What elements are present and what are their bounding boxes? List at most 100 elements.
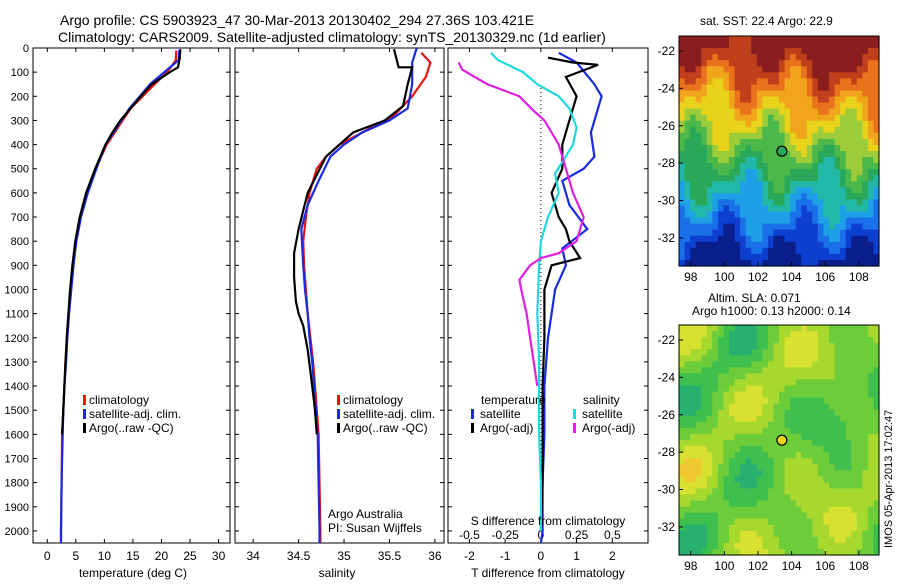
sst_map-cell [745, 253, 752, 261]
sst_map-cell [756, 253, 763, 261]
sst_map-cell [829, 259, 836, 267]
sla_map-cell [767, 512, 775, 520]
sla_map-cell [684, 373, 691, 381]
sla_map-cell [712, 385, 719, 393]
sst_map-cell [690, 193, 697, 201]
sst_map-cell [734, 163, 741, 170]
sla_map-cell [729, 427, 736, 435]
sst_map-cell [867, 163, 875, 170]
sst_map-cell [762, 187, 769, 194]
sst_map-cell [695, 138, 702, 146]
sla_map-cell [817, 367, 825, 375]
sla_map-cell [834, 403, 841, 411]
sst_map-cell [751, 223, 758, 231]
sla_map-cell [840, 506, 847, 514]
sla_map-cell [812, 524, 819, 532]
sla_map-cell [767, 464, 775, 471]
sst_map-cell [862, 253, 869, 261]
sla_map-cell [751, 409, 758, 417]
sst_map-cell [834, 175, 841, 182]
sst_map-cell [823, 84, 830, 92]
sst_map-cell [762, 102, 769, 110]
sla_map-cell [767, 470, 775, 477]
sst_map-cell [717, 241, 725, 249]
sla_map-cell [712, 542, 719, 550]
sla_map-cell [806, 433, 813, 441]
sst_map-cell [706, 157, 713, 164]
sst_map-cell [801, 253, 808, 261]
sst_map-cell [812, 48, 819, 55]
sst_map-cell [767, 120, 775, 128]
sst_map-cell [723, 144, 730, 152]
sla_map-cell [717, 385, 725, 393]
sst_map-cell [873, 247, 880, 255]
sla_map-cell [867, 373, 875, 381]
sla_map-cell [734, 397, 741, 405]
sla_map-cell [729, 440, 736, 447]
sla_map-cell [740, 349, 747, 356]
sst_map-cell [795, 181, 802, 188]
sla_map-cell [684, 427, 691, 435]
sst_map-cell [706, 205, 713, 213]
sst_map-cell [840, 163, 847, 170]
sla_map-cell [873, 391, 880, 399]
sla_map-cell [862, 331, 869, 338]
sla_map-cell [823, 343, 830, 350]
sla_map-cell [684, 343, 691, 350]
sst_map-cell [762, 96, 769, 104]
sst_map-cell [817, 90, 825, 98]
sst_map-cell [762, 181, 769, 188]
sla_map-cell [729, 518, 736, 526]
sla_map-cell [784, 337, 791, 344]
sst_map-cell [751, 211, 758, 219]
sst_map-cell [817, 223, 825, 231]
sla_map-cell [701, 476, 708, 483]
sla_map-cell [712, 476, 719, 483]
sla_map-cell [795, 397, 802, 405]
sla_map-cell [795, 470, 802, 477]
sst_map-cell [851, 181, 858, 188]
sla_map-cell [801, 415, 808, 423]
sla_map-cell [706, 379, 713, 387]
sst_map-cell [806, 102, 813, 110]
sst_map-cell [701, 60, 708, 67]
sla_map-cell [684, 548, 691, 556]
sst_map-cell [712, 132, 719, 140]
sst_map-cell [812, 229, 819, 237]
sla_map-cell [856, 458, 863, 465]
sst_map-cell [806, 66, 813, 73]
sla_map-cell [851, 524, 858, 532]
sst_map-cell [751, 163, 758, 170]
sst_map-cell [679, 247, 686, 255]
sla_map-cell [862, 325, 869, 332]
sst_map-cell [829, 126, 836, 134]
sst_map-cell [723, 108, 730, 116]
sla_map-cell [873, 355, 880, 362]
sst_map-cell [773, 259, 780, 267]
sla_map-cell [812, 488, 819, 496]
sst_map-cell [773, 199, 780, 207]
sst_map-cell [729, 199, 736, 207]
sst_map-cell [867, 108, 875, 116]
sla_map-cell [834, 506, 841, 514]
sst_map-cell [701, 96, 708, 104]
sla_map-cell [706, 409, 713, 417]
sst_map-cell [684, 108, 691, 116]
sst_map-cell [801, 169, 808, 176]
sst_map-cell [867, 157, 875, 164]
sla_map-cell [712, 536, 719, 544]
sst_map-cell [679, 235, 686, 243]
sst_map-cell [734, 247, 741, 255]
sla_map-cell [823, 331, 830, 338]
sst_map-cell [712, 108, 719, 116]
sst_map-cell [745, 102, 752, 110]
sla_map-cell [862, 536, 869, 544]
sla_map-cell [729, 476, 736, 483]
sla_map-cell [790, 548, 797, 556]
sla_map-cell [862, 433, 869, 441]
sst_map-cell [723, 54, 730, 61]
sla_map-cell [701, 361, 708, 368]
sla-map: 98 100 102 104 106 108-22-24-26-28-30-32 [658, 324, 880, 573]
sla_map-cell [834, 470, 841, 477]
sst_map-cell [729, 229, 736, 237]
